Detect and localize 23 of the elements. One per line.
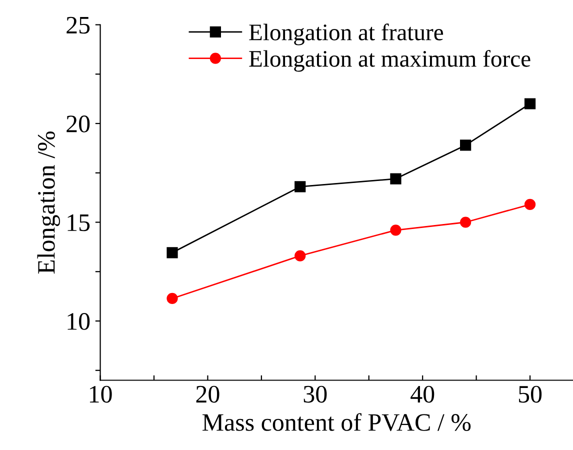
point <box>460 216 472 228</box>
y-tick-label: 20 <box>66 116 90 132</box>
x-axis-title: Mass content of PVAC / % <box>202 413 471 432</box>
point <box>166 247 178 258</box>
x-tick-label: 30 <box>304 386 327 403</box>
point <box>524 198 536 210</box>
y-axis-title: Elongation /% <box>37 131 60 274</box>
x-tick-label: 40 <box>410 386 434 403</box>
x-tick-label: 20 <box>196 386 220 403</box>
legend-label: Elongation at maximum force <box>249 50 530 72</box>
x-tick-label: 50 <box>518 386 542 403</box>
point <box>460 140 472 151</box>
point <box>524 98 536 110</box>
point <box>390 173 402 184</box>
x-tick-label: 10 <box>90 386 112 403</box>
point <box>166 292 178 304</box>
legend-label: Elongation at frature <box>249 24 444 46</box>
point <box>294 181 306 192</box>
point <box>390 224 402 236</box>
y-tick-label: 25 <box>66 16 90 34</box>
point <box>294 250 306 262</box>
y-tick-label: 10 <box>68 313 90 330</box>
y-tick-label: 15 <box>68 214 90 232</box>
